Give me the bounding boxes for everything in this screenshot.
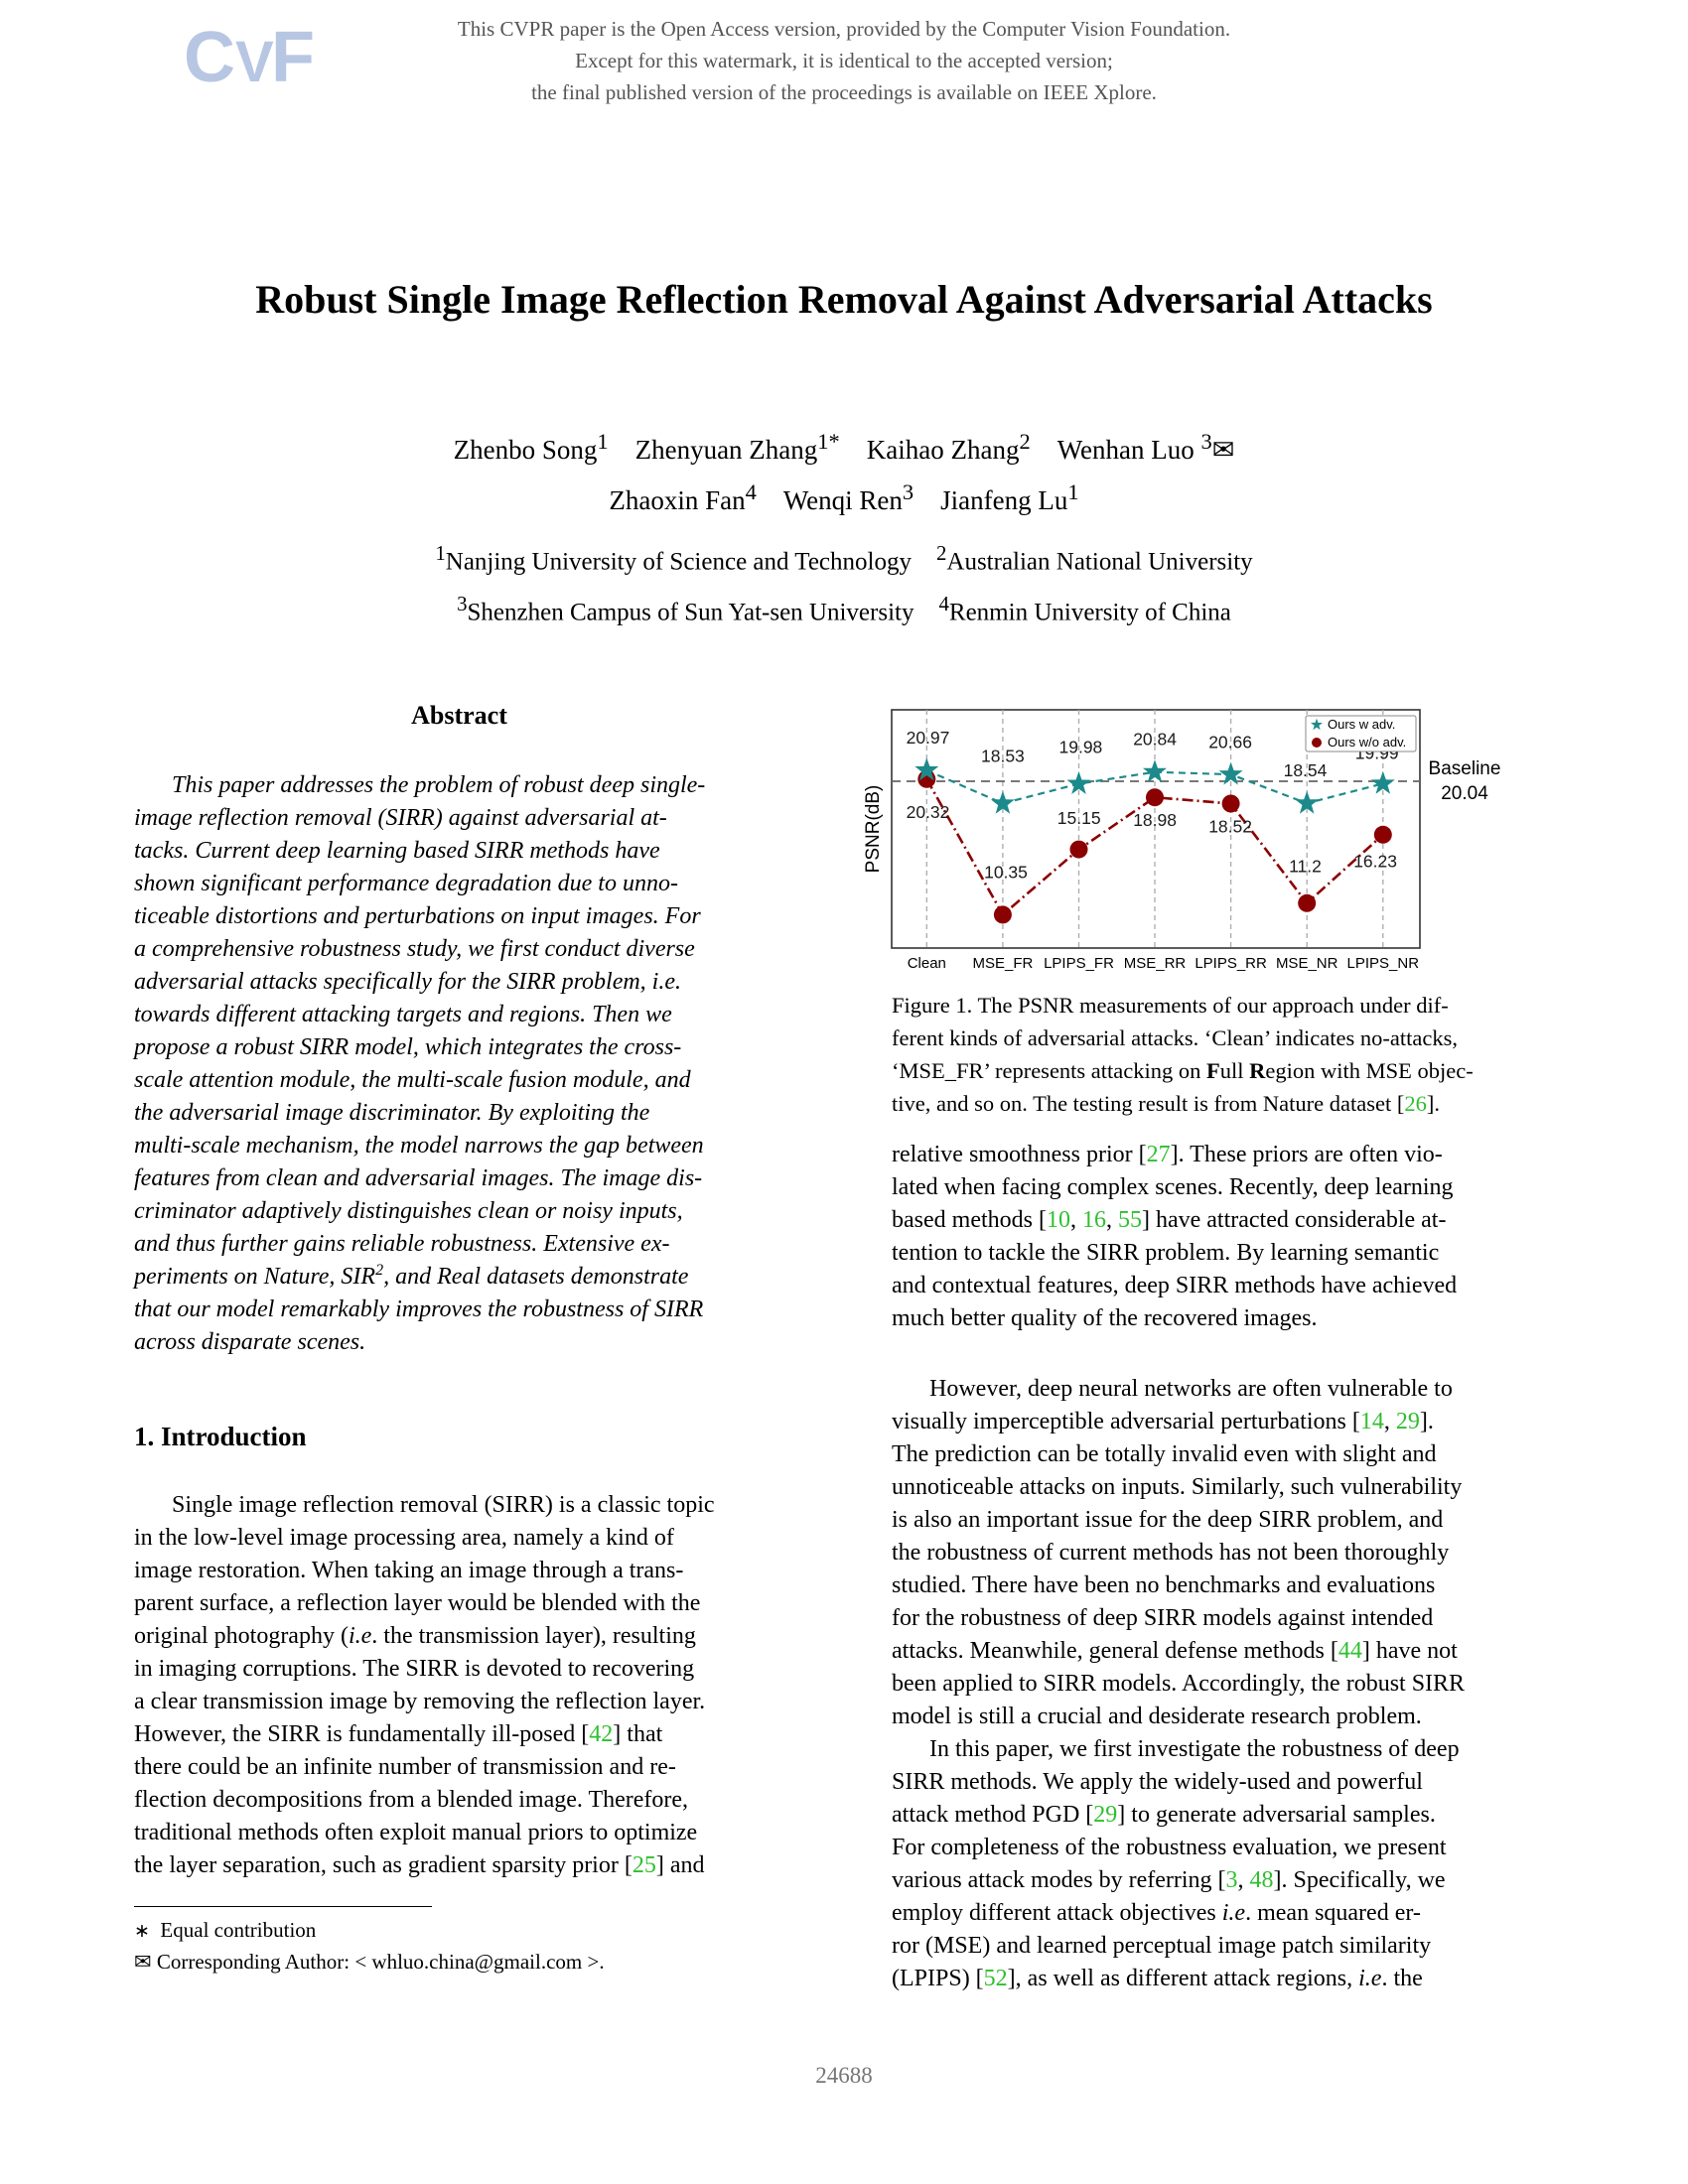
svg-text:20.84: 20.84 (1133, 729, 1177, 749)
svg-text:10.35: 10.35 (984, 863, 1028, 883)
svg-text:19.98: 19.98 (1059, 737, 1103, 756)
svg-text:20.32: 20.32 (907, 802, 950, 822)
svg-text:LPIPS_RR: LPIPS_RR (1195, 955, 1267, 972)
svg-text:Clean: Clean (908, 955, 946, 972)
svg-text:20.04: 20.04 (1441, 783, 1488, 804)
svg-text:20.66: 20.66 (1208, 733, 1252, 752)
svg-text:18.53: 18.53 (981, 747, 1025, 766)
svg-text:MSE_RR: MSE_RR (1124, 955, 1187, 972)
svg-text:PSNR(dB): PSNR(dB) (863, 785, 884, 874)
svg-text:20.97: 20.97 (907, 728, 950, 748)
svg-text:MSE_FR: MSE_FR (972, 955, 1033, 972)
svg-text:MSE_NR: MSE_NR (1276, 955, 1338, 972)
svg-text:18.52: 18.52 (1208, 816, 1252, 836)
svg-text:18.54: 18.54 (1284, 760, 1328, 780)
svg-text:Ours w adv.: Ours w adv. (1328, 717, 1395, 732)
svg-text:LPIPS_NR: LPIPS_NR (1347, 955, 1420, 972)
svg-text:15.15: 15.15 (1057, 808, 1101, 828)
svg-text:18.98: 18.98 (1133, 810, 1177, 830)
svg-text:Baseline: Baseline (1429, 758, 1501, 779)
svg-text:16.23: 16.23 (1353, 852, 1397, 872)
svg-text:LPIPS_FR: LPIPS_FR (1044, 955, 1114, 972)
svg-text:Ours w/o adv.: Ours w/o adv. (1328, 735, 1406, 750)
svg-text:11.2: 11.2 (1289, 856, 1322, 876)
